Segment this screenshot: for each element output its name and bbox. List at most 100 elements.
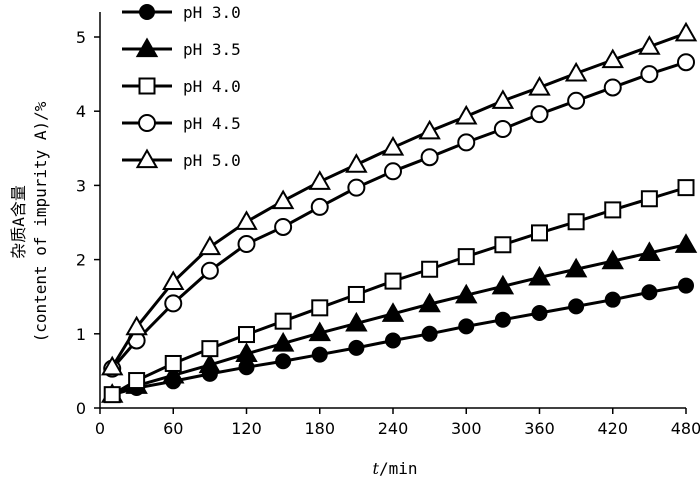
data-point	[568, 298, 585, 315]
legend-item: pH 3.5	[122, 37, 241, 59]
y-tick-label: 0	[76, 399, 86, 418]
y-tick-label: 2	[76, 251, 86, 270]
legend-label: pH 3.5	[183, 40, 241, 59]
data-point	[567, 91, 586, 110]
data-point	[308, 321, 331, 342]
data-point	[235, 210, 258, 230]
data-point	[164, 294, 183, 313]
data-point	[347, 178, 366, 197]
data-point	[384, 272, 402, 290]
data-point	[640, 65, 659, 84]
data-point	[271, 331, 295, 352]
data-point	[103, 386, 121, 404]
x-tick-label: 360	[524, 419, 555, 438]
data-point	[674, 233, 698, 253]
data-point	[162, 363, 185, 384]
data-point	[238, 359, 255, 376]
legend-item: pH 3.0	[122, 3, 241, 22]
legend-item: pH 5.0	[122, 148, 241, 170]
data-point	[162, 270, 185, 290]
x-tick-label: 180	[304, 419, 335, 438]
x-axis-label-italic: t	[373, 459, 380, 478]
x-axis-label-unit: /min	[379, 459, 418, 478]
data-point	[564, 61, 588, 82]
legend-label: pH 4.5	[183, 114, 241, 133]
y-tick-label: 4	[76, 102, 86, 121]
data-point	[347, 285, 365, 303]
y-axis-label: 杂质A含量 (content of impurity A)/%	[9, 101, 50, 342]
legend-marker	[139, 4, 155, 20]
y-tick-label: 1	[76, 325, 86, 344]
data-point	[385, 332, 401, 349]
data-point	[564, 257, 588, 278]
legend-label: pH 4.0	[183, 77, 241, 96]
y-ticks: 0 1 2 3 4 5	[76, 28, 100, 418]
data-point	[384, 162, 402, 181]
data-point	[198, 235, 222, 256]
legend-marker	[135, 37, 159, 58]
x-ticks: 0 60 120 180 240 300 360 420 480	[95, 408, 700, 438]
data-point	[345, 311, 368, 332]
data-point	[201, 340, 219, 358]
data-point	[308, 170, 331, 190]
legend-item: pH 4.5	[122, 114, 241, 133]
data-point	[457, 133, 476, 152]
data-point	[128, 372, 146, 390]
data-point	[348, 339, 365, 356]
data-point	[100, 355, 124, 376]
x-tick-label: 480	[671, 419, 700, 438]
data-point	[494, 311, 511, 328]
data-point	[530, 105, 549, 124]
data-point	[604, 291, 621, 308]
data-point	[528, 265, 551, 286]
data-point	[271, 189, 295, 210]
x-tick-label: 120	[231, 419, 262, 438]
data-point	[638, 241, 661, 262]
data-point	[455, 283, 478, 304]
x-axis-label: t/min	[373, 459, 418, 478]
data-point	[531, 224, 548, 242]
x-tick-label: 240	[378, 419, 409, 438]
data-point	[601, 249, 624, 270]
data-point	[274, 217, 293, 236]
data-point	[420, 148, 439, 167]
series-0	[104, 277, 694, 403]
x-tick-label: 300	[451, 419, 482, 438]
data-point	[345, 153, 368, 173]
series-line	[111, 186, 687, 396]
data-point	[604, 201, 622, 219]
legend-marker	[138, 77, 156, 95]
y-tick-label: 5	[76, 28, 86, 47]
data-point	[311, 346, 328, 363]
data-point	[164, 354, 182, 372]
data-point	[491, 89, 515, 109]
series-2	[103, 179, 695, 404]
legend-label: pH 5.0	[183, 151, 241, 170]
data-point	[674, 21, 698, 42]
data-point	[641, 284, 658, 301]
y-tick-label: 3	[76, 176, 86, 195]
axes	[99, 12, 686, 409]
data-point	[418, 119, 441, 140]
series-4	[100, 21, 698, 376]
data-point	[275, 353, 292, 370]
data-point	[567, 213, 585, 231]
data-point	[677, 179, 695, 197]
data-point	[493, 120, 512, 139]
data-point	[421, 325, 438, 342]
legend: pH 3.0 pH 3.5 pH 4.0 pH 4.5 pH 5.0	[122, 3, 241, 170]
data-point	[678, 277, 694, 294]
data-point	[677, 53, 695, 72]
data-point	[381, 136, 405, 156]
series-group	[100, 21, 698, 404]
legend-item: pH 4.0	[122, 77, 241, 96]
data-point	[531, 305, 548, 322]
data-point	[238, 326, 255, 344]
data-point	[200, 261, 219, 280]
data-point	[640, 190, 658, 208]
data-point	[125, 315, 148, 336]
data-point	[235, 342, 258, 362]
data-point	[274, 312, 292, 330]
data-point	[458, 318, 475, 335]
